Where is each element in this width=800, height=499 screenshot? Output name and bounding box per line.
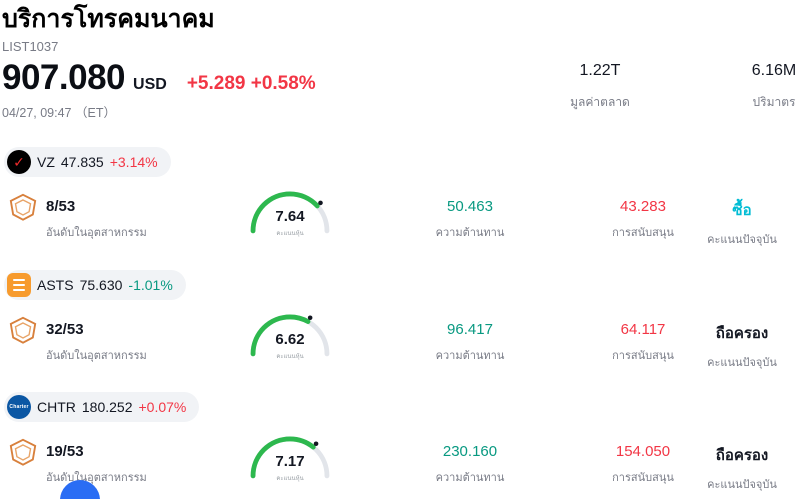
stock-row-chtr: Charter CHTR 180.252 +0.07% 19/53 อันดับ…: [0, 386, 800, 499]
support-value: 64.117: [620, 321, 666, 338]
ticker-symbol: ASTS: [37, 277, 74, 293]
support-value: 154.050: [615, 443, 671, 460]
ticker-pill-asts[interactable]: ASTS 75.630 -1.01%: [4, 270, 186, 300]
rating-value[interactable]: ซื้อ: [732, 202, 752, 219]
market-cap-value: 1.22T: [579, 62, 621, 79]
volume-label: ปริมาตร: [752, 95, 796, 109]
gauge-marker-dot: [307, 315, 313, 321]
resistance-col: 50.463 ความต้านทาน: [408, 198, 532, 241]
rank-shield-icon: [9, 193, 37, 221]
rating-label: คะแนนปัจจุบัน: [707, 479, 777, 491]
rank-label: อันดับในอุตสาหกรรม: [46, 227, 147, 239]
stock-row-vz: ✓ VZ 47.835 +3.14% 8/53 อันดับในอุตสาหกร…: [0, 141, 800, 264]
gauge-label: คะแนนหุ้น: [276, 476, 304, 482]
support-col: 64.117 การสนับสนุน: [581, 321, 705, 364]
timestamp: 04/27, 09:47 （ET）: [2, 106, 116, 120]
gauge-marker-dot: [313, 441, 319, 447]
resistance-col: 230.160 ความต้านทาน: [408, 443, 532, 486]
support-col: 43.283 การสนับสนุน: [581, 198, 705, 241]
score-gauge: 6.62 คะแนนหุ้น: [246, 308, 334, 364]
verizon-logo-icon: ✓: [7, 150, 31, 174]
gauge-label: คะแนนหุ้น: [276, 354, 304, 360]
gauge-score: 6.62: [275, 331, 305, 348]
currency-label: USD: [133, 76, 167, 93]
list-id: LIST1037: [2, 39, 59, 54]
gauge-score: 7.17: [275, 453, 305, 470]
ticker-price: 75.630: [79, 277, 123, 293]
support-col: 154.050 การสนับสนุน: [581, 443, 705, 486]
resistance-value: 96.417: [447, 321, 493, 338]
resistance-label: ความต้านทาน: [435, 227, 505, 239]
index-change: +5.289 +0.58%: [186, 73, 316, 94]
asts-logo-icon: [7, 273, 31, 297]
rank-label: อันดับในอุตสาหกรรม: [46, 350, 147, 362]
resistance-label: ความต้านทาน: [435, 350, 505, 362]
rank-shield-icon: [9, 438, 37, 466]
rating-col: ถือครอง คะแนนปัจจุบัน: [688, 321, 796, 371]
rating-value[interactable]: ถือครอง: [715, 325, 769, 342]
rating-col: ถือครอง คะแนนปัจจุบัน: [688, 443, 796, 493]
resistance-label: ความต้านทาน: [435, 472, 505, 484]
gauge-score: 7.64: [275, 208, 305, 225]
ticker-pill-chtr[interactable]: Charter CHTR 180.252 +0.07%: [4, 392, 200, 422]
check-icon: ✓: [13, 154, 25, 170]
stock-row-asts: ASTS 75.630 -1.01% 32/53 อันดับในอุตสาหก…: [0, 264, 800, 387]
market-cap-label: มูลค่าตลาด: [570, 95, 630, 109]
support-value: 43.283: [620, 198, 666, 215]
gauge-label: คะแนนหุ้น: [276, 231, 304, 237]
rank-value: 19/53: [46, 443, 84, 460]
gauge-marker-dot: [318, 200, 323, 206]
ticker-symbol: VZ: [37, 154, 55, 170]
support-label: การสนับสนุน: [612, 350, 674, 362]
page-title: บริการโทรคมนาคม: [2, 5, 215, 33]
rank-shield-icon: [9, 316, 37, 344]
ticker-price: 47.835: [60, 154, 104, 170]
industry-rank: 32/53 อันดับในอุตสาหกรรม: [46, 321, 147, 364]
rank-value: 8/53: [46, 198, 76, 215]
ticker-change: +0.07%: [138, 399, 187, 415]
ticker-price: 180.252: [81, 399, 133, 415]
ticker-pill-vz[interactable]: ✓ VZ 47.835 +3.14%: [4, 147, 171, 177]
ticker-symbol: CHTR: [37, 399, 76, 415]
score-gauge: 7.17 คะแนนหุ้น: [246, 430, 334, 486]
rating-label: คะแนนปัจจุบัน: [707, 357, 777, 369]
score-gauge: 7.64 คะแนนหุ้น: [246, 185, 334, 241]
rank-value: 32/53: [46, 321, 84, 338]
industry-rank: 8/53 อันดับในอุตสาหกรรม: [46, 198, 147, 241]
charter-logo-text: Charter: [9, 404, 29, 410]
support-label: การสนับสนุน: [612, 227, 674, 239]
index-price: 907.080: [2, 58, 126, 97]
partial-next-logo-icon: [60, 480, 100, 499]
rating-col: ซื้อ คะแนนปัจจุบัน: [688, 198, 796, 248]
resistance-col: 96.417 ความต้านทาน: [408, 321, 532, 364]
ticker-change: +3.14%: [109, 154, 158, 170]
volume-value: 6.16M: [751, 62, 797, 79]
resistance-value: 230.160: [442, 443, 498, 460]
index-price-line: 907.080 USD +5.289 +0.58%: [2, 58, 316, 98]
volume-stat: 6.16M ปริมาตร: [724, 62, 800, 112]
market-cap-stat: 1.22T มูลค่าตลาด: [540, 62, 660, 112]
support-label: การสนับสนุน: [612, 472, 674, 484]
rating-value[interactable]: ถือครอง: [715, 447, 769, 464]
charter-logo-icon: Charter: [7, 395, 31, 419]
resistance-value: 50.463: [447, 198, 493, 215]
rank-label: อันดับในอุตสาหกรรม: [46, 472, 147, 484]
ticker-change: -1.01%: [128, 277, 173, 293]
rating-label: คะแนนปัจจุบัน: [707, 234, 777, 246]
industry-rank: 19/53 อันดับในอุตสาหกรรม: [46, 443, 147, 486]
